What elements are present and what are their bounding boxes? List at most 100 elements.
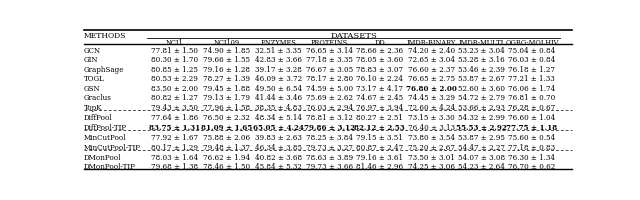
Text: 39.17 ± 3.28: 39.17 ± 3.28: [255, 66, 301, 74]
Text: OGBG-MOLHIV: OGBG-MOLHIV: [505, 39, 559, 47]
Text: 79.73 ± 3.66: 79.73 ± 3.66: [306, 163, 353, 171]
Text: 76.28 ± 0.67: 76.28 ± 0.67: [508, 104, 556, 112]
Text: 76.60 ± 2.37: 76.60 ± 2.37: [408, 66, 455, 74]
Text: 76.06 ± 1.74: 76.06 ± 1.74: [508, 85, 556, 93]
Text: 79.45 ± 1.88: 79.45 ± 1.88: [203, 85, 250, 93]
Text: 74.20 ± 2.40: 74.20 ± 2.40: [408, 47, 455, 55]
Text: 78.03 ± 1.64: 78.03 ± 1.64: [151, 154, 198, 162]
Text: 77.75 ± 1.18: 77.75 ± 1.18: [506, 124, 557, 132]
Text: 76.03 ± 2.94: 76.03 ± 2.94: [306, 104, 353, 112]
Text: 53.46 ± 2.39: 53.46 ± 2.39: [458, 66, 505, 74]
Text: 52.60 ± 3.60: 52.60 ± 3.60: [458, 85, 505, 93]
Text: 75.04 ± 0.84: 75.04 ± 0.84: [508, 47, 556, 55]
Text: 80.27 ± 2.51: 80.27 ± 2.51: [356, 114, 403, 122]
Text: DiffPool: DiffPool: [84, 114, 113, 122]
Text: 78.66 ± 2.36: 78.66 ± 2.36: [356, 47, 403, 55]
Text: TOGL: TOGL: [84, 75, 105, 83]
Text: 46.09 ± 3.72: 46.09 ± 3.72: [255, 75, 301, 83]
Text: DiffPool-TIP: DiffPool-TIP: [84, 124, 127, 132]
Text: 74.59 ± 5.00: 74.59 ± 5.00: [306, 85, 353, 93]
Text: 53.87 ± 2.95: 53.87 ± 2.95: [458, 134, 505, 142]
Text: NCI109: NCI109: [214, 39, 239, 47]
Text: 54.72 ± 2.79: 54.72 ± 2.79: [458, 94, 505, 102]
Text: 78.83 ± 3.07: 78.83 ± 3.07: [356, 66, 403, 74]
Text: NCI1: NCI1: [166, 39, 184, 47]
Text: 74.25 ± 3.06: 74.25 ± 3.06: [408, 163, 454, 171]
Text: 78.05 ± 3.60: 78.05 ± 3.60: [356, 56, 403, 64]
Text: 41.44 ± 3.46: 41.44 ± 3.46: [255, 94, 301, 102]
Text: DMonPool: DMonPool: [84, 154, 122, 162]
Text: 46.34 ± 3.85: 46.34 ± 3.85: [255, 144, 301, 152]
Text: 79.16 ± 3.61: 79.16 ± 3.61: [356, 154, 403, 162]
Text: 78.25 ± 3.84: 78.25 ± 3.84: [306, 134, 353, 142]
Text: GCN: GCN: [84, 47, 101, 55]
Text: 79.13 ± 1.79: 79.13 ± 1.79: [203, 94, 250, 102]
Text: 42.83 ± 3.66: 42.83 ± 3.66: [255, 56, 301, 64]
Text: IMDB-MULTI: IMDB-MULTI: [459, 39, 504, 47]
Text: 54.23 ± 2.64: 54.23 ± 2.64: [458, 163, 505, 171]
Text: 73.50 ± 3.01: 73.50 ± 3.01: [408, 154, 454, 162]
Text: 78.63 ± 3.89: 78.63 ± 3.89: [306, 154, 353, 162]
Text: 72.60 ± 4.24: 72.60 ± 4.24: [408, 104, 455, 112]
Text: 74.45 ± 3.29: 74.45 ± 3.29: [408, 94, 454, 102]
Text: 76.65 ± 3.14: 76.65 ± 3.14: [306, 47, 353, 55]
Text: 77.92 ± 1.67: 77.92 ± 1.67: [151, 134, 198, 142]
Text: 65.05 ± 4.24: 65.05 ± 4.24: [253, 124, 303, 132]
Text: 78.17 ± 2.80: 78.17 ± 2.80: [306, 75, 353, 83]
Text: 78.27 ± 1.39: 78.27 ± 1.39: [203, 75, 250, 83]
Text: 73.17 ± 4.17: 73.17 ± 4.17: [356, 85, 403, 93]
Text: 39.83 ± 2.63: 39.83 ± 2.63: [255, 134, 301, 142]
Text: ENZYMES: ENZYMES: [260, 39, 296, 47]
Text: 53.23 ± 3.04: 53.23 ± 3.04: [458, 47, 505, 55]
Text: 74.67 ± 2.45: 74.67 ± 2.45: [356, 94, 403, 102]
Text: 76.97 ± 3.94: 76.97 ± 3.94: [356, 104, 403, 112]
Text: 76.30 ± 1.34: 76.30 ± 1.34: [508, 154, 556, 162]
Text: 76.40 ± 3.13: 76.40 ± 3.13: [408, 124, 454, 132]
Text: 48.34 ± 5.14: 48.34 ± 5.14: [255, 114, 301, 122]
Text: 74.90 ± 1.85: 74.90 ± 1.85: [203, 47, 250, 55]
Text: 53.87 ± 2.67: 53.87 ± 2.67: [458, 75, 505, 83]
Text: 75.88 ± 2.06: 75.88 ± 2.06: [203, 134, 250, 142]
Text: MinCutPool: MinCutPool: [84, 134, 127, 142]
Text: 83.75 ± 1.31: 83.75 ± 1.31: [149, 124, 200, 132]
Text: 76.81 ± 0.70: 76.81 ± 0.70: [508, 94, 556, 102]
Text: 82.12 ± 2.53: 82.12 ± 2.53: [354, 124, 405, 132]
Text: 72.65 ± 3.04: 72.65 ± 3.04: [408, 56, 454, 64]
Text: 79.48 ± 1.37: 79.48 ± 1.37: [203, 144, 250, 152]
Text: 77.18 ± 0.83: 77.18 ± 0.83: [508, 144, 556, 152]
Text: 73.80 ± 3.54: 73.80 ± 3.54: [408, 134, 454, 142]
Text: 80.85 ± 1.25: 80.85 ± 1.25: [151, 66, 198, 74]
Text: 80.53 ± 2.29: 80.53 ± 2.29: [151, 75, 198, 83]
Text: 73.15 ± 3.30: 73.15 ± 3.30: [408, 114, 454, 122]
Text: 80.30 ± 1.70: 80.30 ± 1.70: [151, 56, 198, 64]
Text: IMDB-BINARY: IMDB-BINARY: [406, 39, 456, 47]
Text: 77.64 ± 1.86: 77.64 ± 1.86: [151, 114, 198, 122]
Text: 40.82 ± 3.68: 40.82 ± 3.68: [255, 154, 301, 162]
Text: 78.81 ± 3.12: 78.81 ± 3.12: [306, 114, 353, 122]
Text: DATASETS: DATASETS: [330, 32, 377, 40]
Text: 79.43 ± 3.50: 79.43 ± 3.50: [151, 104, 198, 112]
Text: 76.03 ± 0.84: 76.03 ± 0.84: [508, 56, 556, 64]
Text: DMonPool-TIP: DMonPool-TIP: [84, 163, 136, 171]
Text: Graclus: Graclus: [84, 94, 112, 102]
Text: 45.84 ± 5.32: 45.84 ± 5.32: [255, 163, 301, 171]
Text: GIN: GIN: [84, 56, 99, 64]
Text: TopK: TopK: [84, 104, 102, 112]
Text: 77.18 ± 3.35: 77.18 ± 3.35: [306, 56, 353, 64]
Text: DD: DD: [374, 39, 385, 47]
Text: MinCutPool-TIP: MinCutPool-TIP: [84, 144, 141, 152]
Text: 76.62 ± 1.94: 76.62 ± 1.94: [203, 154, 250, 162]
Text: 79.68 ± 1.38: 79.68 ± 1.38: [151, 163, 198, 171]
Text: PROTEINS: PROTEINS: [310, 39, 348, 47]
Text: 77.81 ± 1.50: 77.81 ± 1.50: [151, 47, 198, 55]
Text: 80.87 ± 2.47: 80.87 ± 2.47: [356, 144, 403, 152]
Text: 76.18 ± 1.27: 76.18 ± 1.27: [508, 66, 556, 74]
Text: 76.60 ± 1.04: 76.60 ± 1.04: [508, 114, 556, 122]
Text: 78.46 ± 1.50: 78.46 ± 1.50: [203, 163, 250, 171]
Text: 38.35 ± 4.83: 38.35 ± 4.83: [255, 104, 301, 112]
Text: 76.65 ± 2.75: 76.65 ± 2.75: [408, 75, 454, 83]
Text: 75.60 ± 0.54: 75.60 ± 0.54: [508, 134, 556, 142]
Text: 79.16 ± 1.28: 79.16 ± 1.28: [203, 66, 250, 74]
Text: 77.96 ± 1.58: 77.96 ± 1.58: [203, 104, 250, 112]
Text: 79.86 ± 3.12: 79.86 ± 3.12: [304, 124, 355, 132]
